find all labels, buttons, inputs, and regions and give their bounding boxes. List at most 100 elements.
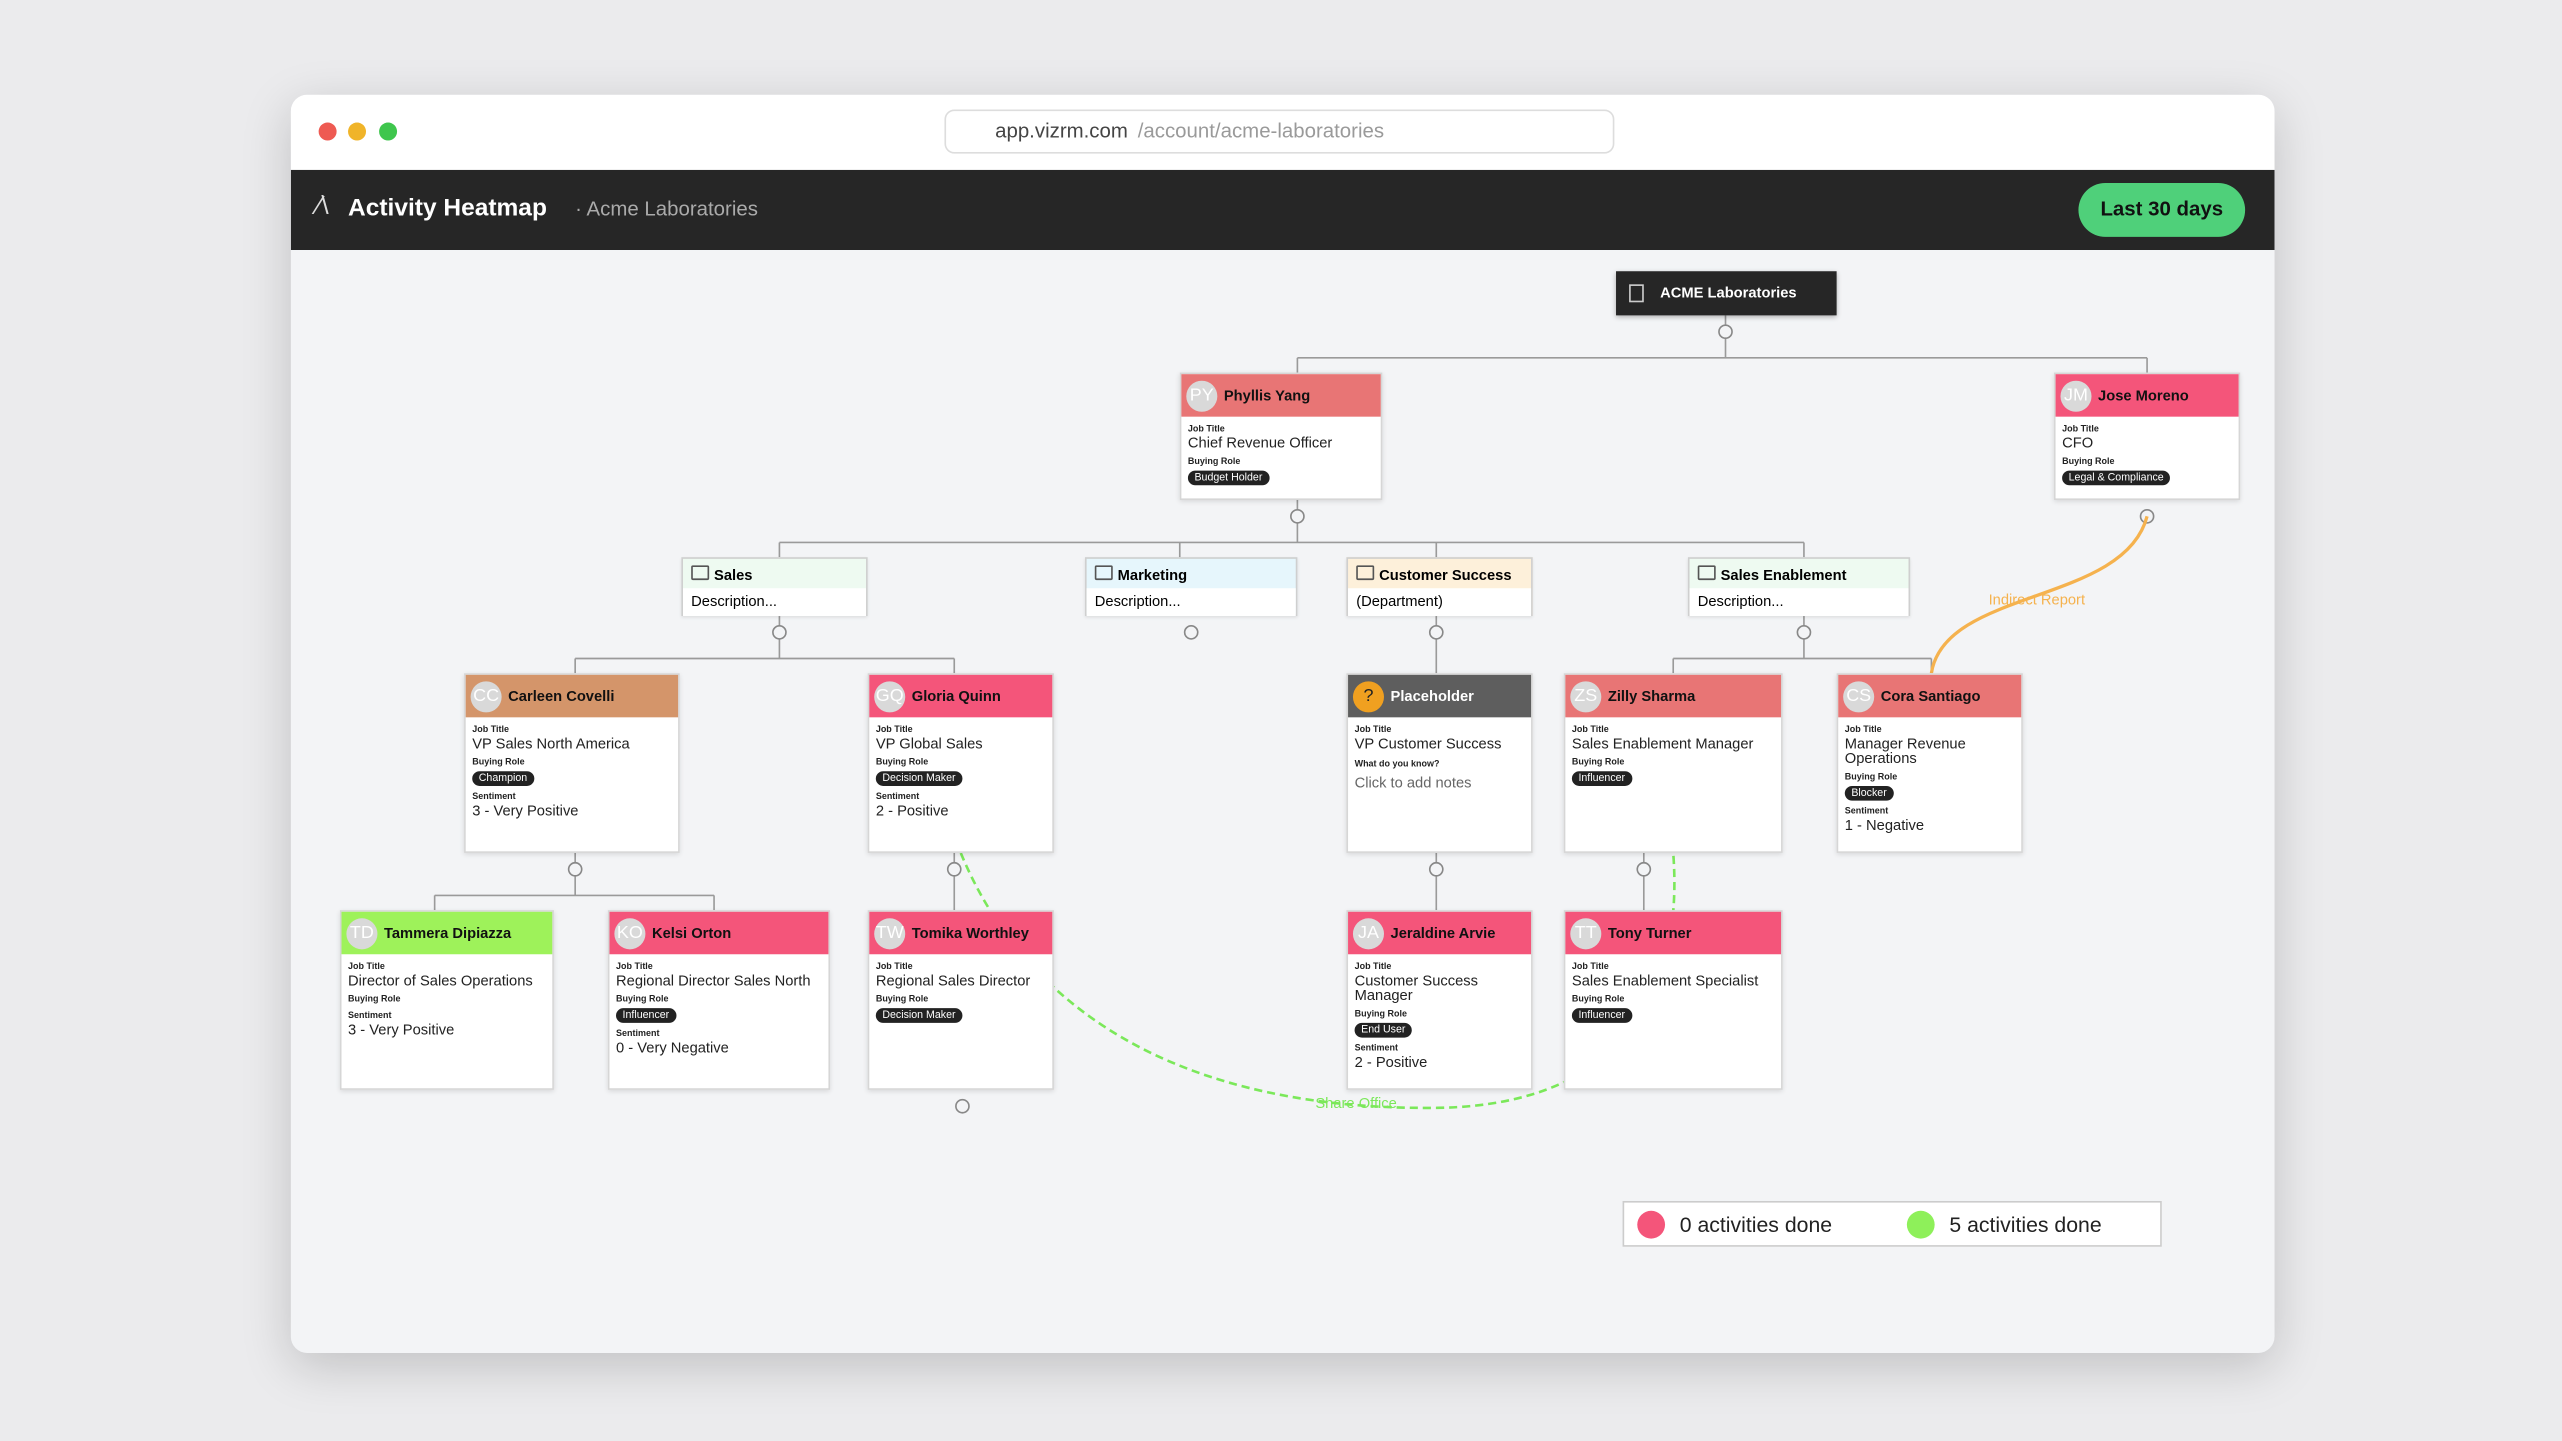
url-bar[interactable]: app.vizrm.com/account/acme-laboratories [944,109,1615,154]
department-description: Description... [1689,588,1909,617]
date-range-button[interactable]: Last 30 days [2078,183,2246,237]
card-header: TW Tomika Worthley [869,911,1053,955]
person-card[interactable]: JM Jose Moreno Job Title CFO Buying Role Lega… [2053,372,2241,501]
avatar: GQ [874,680,906,712]
app-header: ⁄\ Activity Heatmap · Acme Laboratories … [290,169,2275,251]
field-label: Job Title [616,962,653,973]
card-body: Job Title Regional Sales Director Buying R… [869,954,1052,1028]
app-title: Activity Heatmap [348,194,547,223]
card-header: JM Jose Moreno [2055,374,2239,417]
avatar: JM [2060,379,2092,411]
field-label: Job Title [348,962,385,973]
browser-bar: app.vizrm.com/account/acme-laboratories [290,94,2275,170]
sentiment: 0 - Very Negative [616,1039,729,1056]
department-name: Sales [714,566,753,584]
notes-placeholder: Click to add notes [1354,774,1472,791]
field-label: Sentiment [472,792,516,803]
buying-role-pill: Influencer [616,1008,676,1023]
job-title: Sales Enablement Specialist [1571,972,1759,989]
close-dot[interactable] [318,122,337,141]
person-name: Jeraldine Arvie [1390,924,1496,942]
person-name: Placeholder [1390,687,1474,705]
folder-icon [1356,565,1375,581]
department-node[interactable]: Sales Description... [681,557,868,617]
card-body: Job Title Director of Sales Operations Buy… [342,954,553,1042]
job-title: VP Global Sales [875,735,983,752]
field-label: Buying Role [1187,457,1241,468]
field-label: What do you know? [1354,759,1440,770]
job-title: Manager Revenue Operations [1844,735,1966,767]
field-label: Sentiment [616,1029,660,1040]
person-card[interactable]: JA Jeraldine Arvie Job Title Customer Succe… [1346,910,1533,1090]
card-body: Job Title CFO Buying Role Legal & Complianc… [2056,417,2239,491]
avatar: CC [470,680,502,712]
person-name: Zilly Sharma [1607,687,1696,705]
sentiment: 2 - Positive [875,802,949,819]
legend-label: 5 activities done [1949,1212,2102,1237]
root-name: ACME Laboratories [1660,284,1797,301]
card-header: CC Carleen Covelli [465,674,679,718]
person-name: Phyllis Yang [1223,387,1311,404]
url-host: app.vizrm.com [995,119,1128,143]
buying-role-pill: End User [1354,1022,1412,1038]
legend-label: 0 activities done [1679,1212,1833,1237]
person-name: Tony Turner [1607,924,1692,942]
person-card[interactable]: TW Tomika Worthley Job Title Regional Sales… [867,910,1054,1090]
department-name: Marketing [1117,566,1188,584]
card-body: Job Title Sales Enablement Specialist Buyi… [1565,954,1781,1028]
card-body: Job Title VP Sales North America Buying Ro… [466,717,678,823]
person-card[interactable]: TD Tammera Dipiazza Job Title Director of S… [339,910,554,1090]
job-title: VP Sales North America [472,735,630,752]
root-node[interactable]: ACME Laboratories [1616,271,1837,316]
department-title: Marketing [1087,559,1296,588]
person-card[interactable]: ? Placeholder Job Title VP Customer Success… [1346,673,1533,853]
job-title: Sales Enablement Manager [1571,735,1754,752]
person-card[interactable]: KO Kelsi Orton Job Title Regional Director … [607,910,831,1090]
field-label: Job Title [1571,725,1609,736]
department-node[interactable]: Sales Enablement Description... [1687,557,1911,617]
department-title: Sales [683,559,866,588]
avatar: KO [614,917,646,949]
department-name: Sales Enablement [1720,566,1847,584]
avatar: TT [1570,917,1602,949]
field-label: Job Title [1187,424,1225,435]
job-title: Director of Sales Operations [348,972,533,989]
field-label: Job Title [1571,962,1609,973]
person-card[interactable]: CC Carleen Covelli Job Title VP Sales North… [464,673,680,853]
browser-window: app.vizrm.com/account/acme-laboratories … [290,94,2275,1353]
min-dot[interactable] [348,122,367,141]
card-body: Job Title VP Global Sales Buying Role Decis… [869,717,1052,823]
org-chart: ACME Laboratories 0 activities done 5 act… [291,95,2275,1353]
avatar: TW [874,917,906,949]
person-name: Carleen Covelli [508,687,615,705]
department-description: Description... [683,588,867,617]
department-node[interactable]: Customer Success (Department) [1346,557,1533,617]
person-card[interactable]: TT Tony Turner Job Title Sales Enablement S… [1563,910,1783,1090]
field-label: Sentiment [1354,1044,1399,1054]
person-card[interactable]: PY Phyllis Yang Job Title Chief Revenue Off… [1179,372,1383,501]
folder-icon [1094,565,1113,581]
person-card[interactable]: CS Cora Santiago Job Title Manager Revenue … [1836,673,2023,853]
department-node[interactable]: Marketing Description... [1084,557,1298,617]
card-header: TT Tony Turner [1565,911,1782,955]
field-label: Job Title [472,725,510,736]
person-card[interactable]: ZS Zilly Sharma Job Title Sales Enablement … [1563,673,1783,853]
card-body: Job Title VP Customer Success What do you … [1348,717,1531,795]
card-header: ZS Zilly Sharma [1565,674,1782,718]
job-title: Regional Director Sales North [616,972,811,989]
avatar: PY [1186,379,1218,411]
buying-role-pill: Blocker [1844,785,1894,801]
avatar: CS [1843,680,1875,712]
card-body: Job Title Sales Enablement Manager Buying … [1565,717,1781,791]
person-name: Cora Santiago [1880,687,1981,705]
legend-swatch [1906,1210,1935,1239]
card-header: JA Jeraldine Arvie [1348,911,1532,955]
field-label: Buying Role [1571,758,1625,768]
avatar: TD [346,917,378,949]
connection-label: Share Office [1315,1094,1397,1112]
max-dot[interactable] [379,122,398,141]
card-header: PY Phyllis Yang [1181,374,1381,417]
field-label: Buying Role [2062,457,2115,468]
person-card[interactable]: GQ Gloria Quinn Job Title VP Global Sales Bu… [867,673,1054,853]
